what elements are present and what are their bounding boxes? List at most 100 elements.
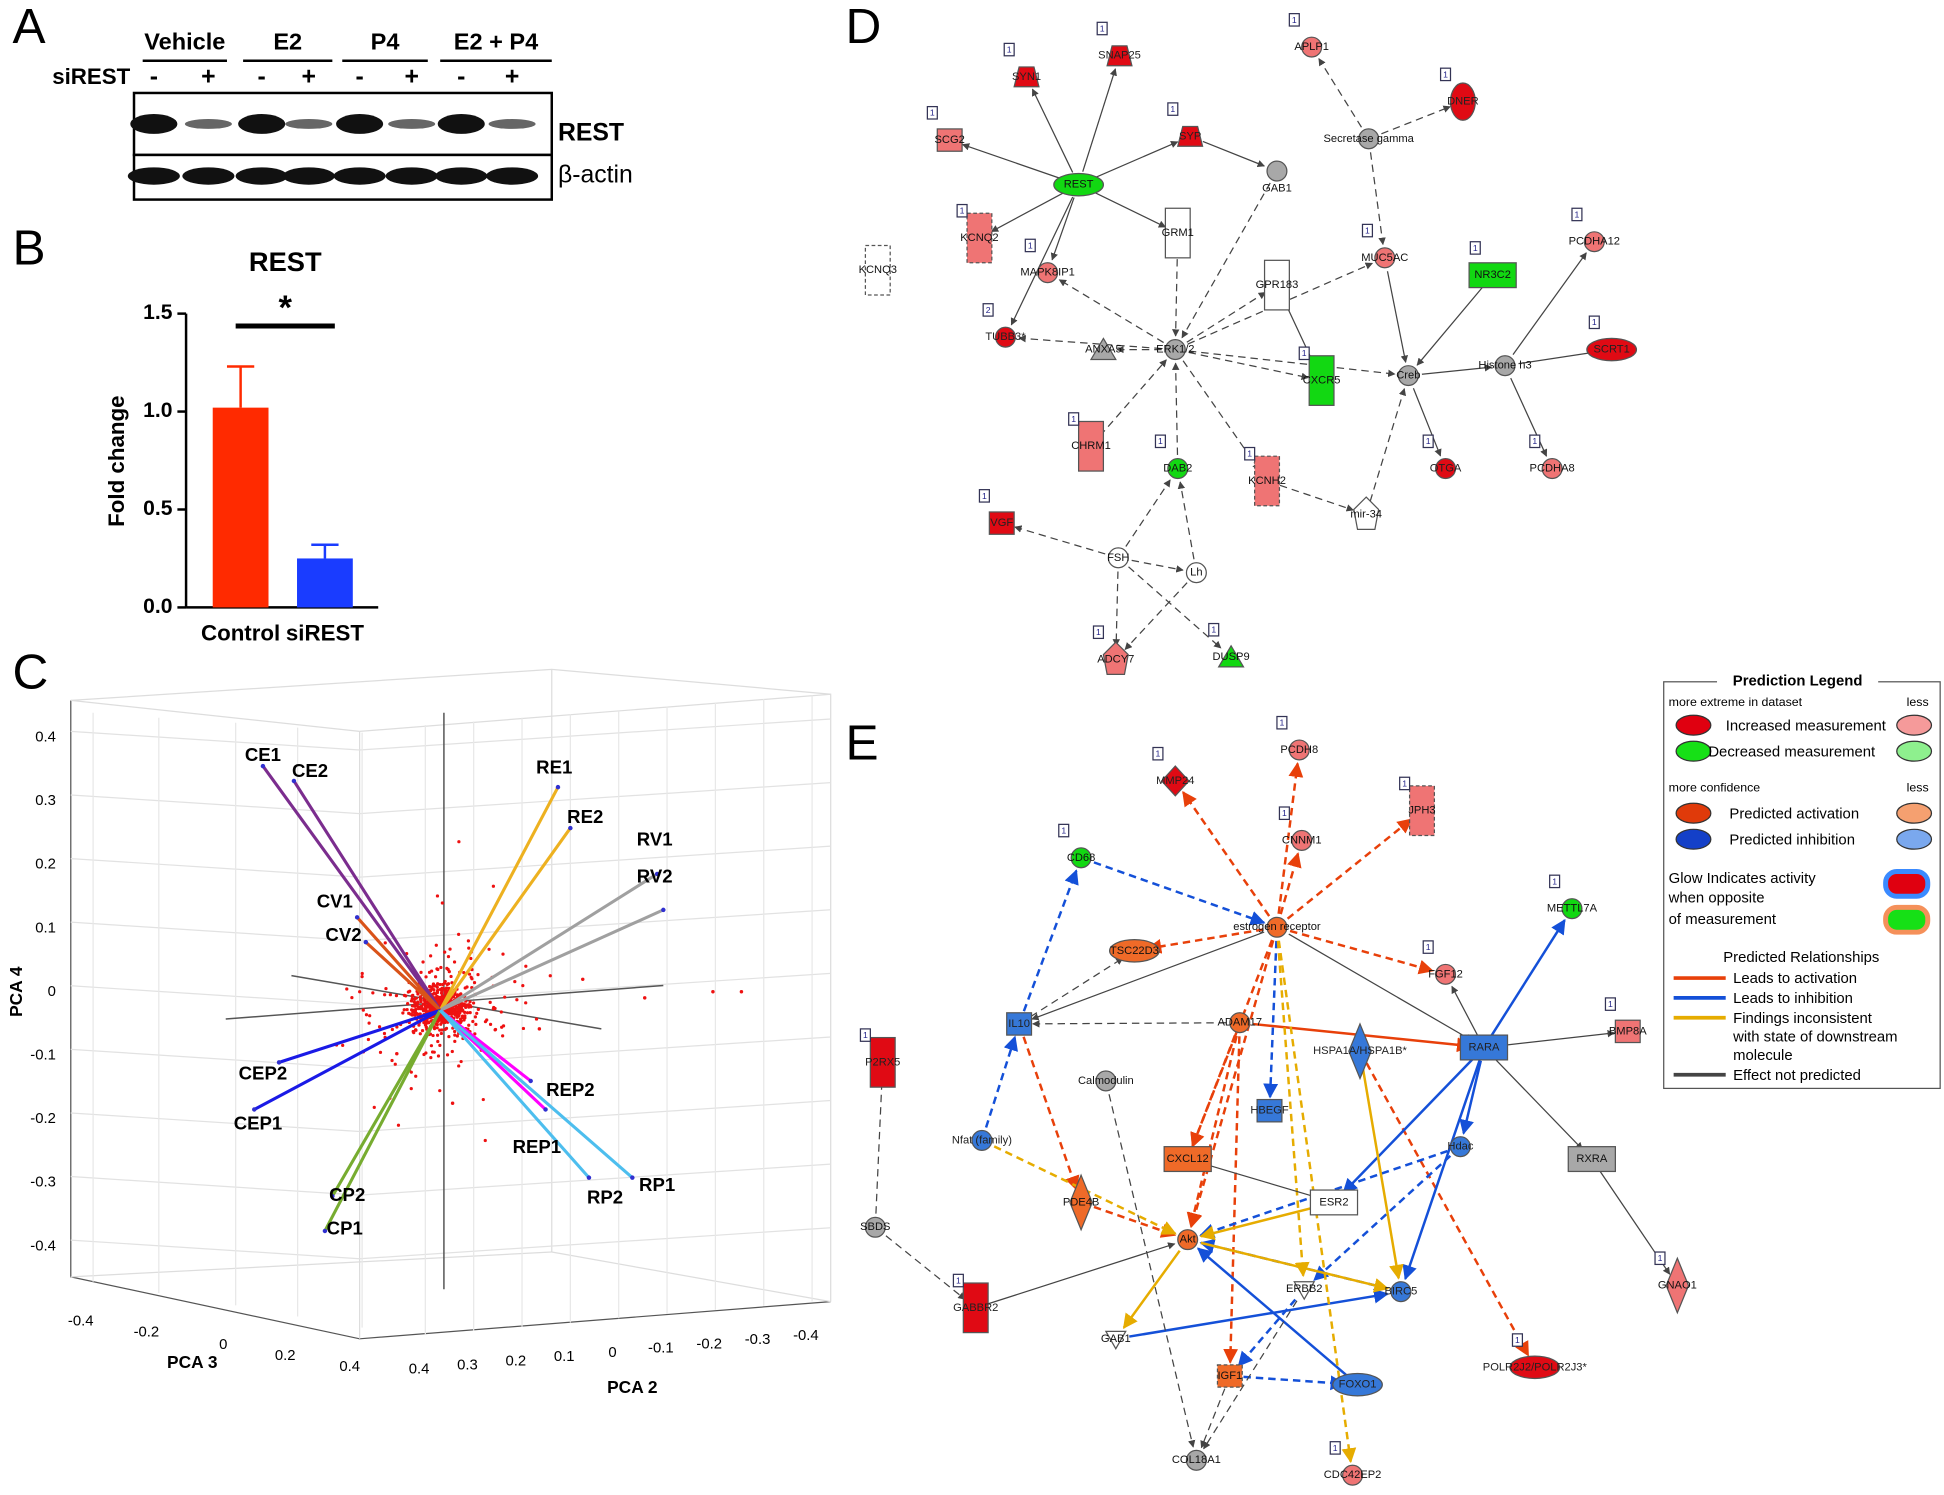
node-label: Histone h3 <box>1478 360 1531 372</box>
scatter-dot <box>396 1123 401 1127</box>
edge <box>1416 285 1485 366</box>
node-tag: 1 <box>1473 243 1478 253</box>
scatter-dot <box>422 1052 426 1057</box>
node-shape <box>1160 765 1190 797</box>
panel-letter: D <box>846 0 882 54</box>
scatter-dot <box>524 1001 528 1005</box>
scatter-dot <box>402 1008 406 1012</box>
vector-label: CE1 <box>245 744 281 765</box>
vector-tip <box>354 915 360 920</box>
node-shape <box>1435 458 1457 480</box>
edge <box>1128 566 1222 649</box>
scatter-dot <box>420 1029 425 1033</box>
node-shape <box>1374 247 1396 269</box>
node-label: Creb <box>1396 370 1420 382</box>
node: HSPA1A/HSPA1B* <box>1313 1022 1408 1081</box>
scatter-dot <box>360 971 364 976</box>
scatter-dot <box>418 1032 422 1036</box>
loading-vector <box>439 1009 634 1179</box>
y-tick-label: -0.3 <box>30 1175 56 1191</box>
scatter-dot <box>411 1029 415 1034</box>
node: PDE4B <box>1063 1173 1099 1232</box>
scatter-dot <box>435 990 440 995</box>
scatter-dot <box>412 1008 416 1012</box>
node-label: TSC22D3 <box>1110 945 1159 957</box>
edge <box>984 1035 1018 1128</box>
node-label: SNAP25 <box>1098 50 1141 62</box>
tag-box <box>1469 241 1481 255</box>
legend-swatch <box>1675 802 1712 824</box>
node-tag: 1 <box>1608 999 1613 1009</box>
grid-line <box>70 1239 360 1260</box>
x-tick-label: 0.4 <box>339 1359 360 1375</box>
group-label: P4 <box>371 29 400 55</box>
node: GAB1 <box>1262 160 1292 194</box>
node-tag: 1 <box>960 206 965 216</box>
y-axis-title: Fold change <box>104 395 129 526</box>
node-tag: 1 <box>1292 15 1297 25</box>
node-shape <box>1435 963 1457 985</box>
scatter-dot <box>438 1043 442 1048</box>
scatter-dot <box>435 1026 439 1030</box>
z-tick-label: -0.3 <box>745 1332 771 1348</box>
loading-vector <box>439 1009 591 1179</box>
scatter-dot <box>358 990 362 994</box>
edge <box>1318 58 1363 128</box>
scatter-dot <box>455 1015 459 1019</box>
scatter-dot <box>436 1054 441 1058</box>
node-label: HBEGF <box>1250 1105 1289 1117</box>
node-label: RXRA <box>1576 1153 1608 1165</box>
scatter-dot <box>341 1043 345 1048</box>
node-label: APLP1 <box>1294 41 1329 53</box>
node: CXCL12 <box>1163 1146 1212 1173</box>
scatter-dot <box>459 992 463 996</box>
edge <box>1187 940 1275 1228</box>
node-label: ADAM17 <box>1217 1017 1262 1029</box>
band <box>435 167 488 185</box>
scatter-dot <box>521 984 525 988</box>
scatter-dot <box>406 1001 410 1006</box>
z-tick-label: 0.4 <box>409 1362 430 1378</box>
vector-tip <box>276 1060 282 1065</box>
node-label: KCNQ3 <box>859 264 897 276</box>
scatter-dot <box>450 1101 455 1106</box>
edge <box>875 1075 886 1214</box>
scatter-dot <box>401 1011 405 1015</box>
node-shape <box>1089 337 1117 361</box>
edge <box>1365 1062 1530 1357</box>
node: RXRA <box>1567 1146 1616 1173</box>
scatter-dot <box>443 950 447 954</box>
scatter-dot <box>418 995 422 999</box>
vector-tip <box>330 1194 335 1199</box>
scatter-dot <box>501 952 505 956</box>
legend-text: more confidence <box>1669 781 1761 795</box>
node: IGF1 <box>1216 1364 1243 1388</box>
node: Calmodulin <box>1078 1070 1134 1092</box>
edge <box>1129 1288 1389 1338</box>
scatter-dot <box>436 982 440 986</box>
scatter-dot <box>433 975 438 979</box>
tag-box <box>1278 806 1290 821</box>
scatter-dot <box>435 1022 439 1027</box>
node-shape <box>1163 1146 1212 1173</box>
x-tick-label: Control <box>201 621 280 646</box>
node-tag: 1 <box>1096 627 1101 637</box>
node: ADCY7 1 <box>1092 625 1134 675</box>
node-label: CD68 <box>1067 852 1095 864</box>
band <box>488 119 536 129</box>
node-tag: 1 <box>1333 1443 1338 1453</box>
group-label: E2 <box>273 29 302 55</box>
node-shape <box>864 244 891 296</box>
scatter-dot <box>395 1025 399 1029</box>
edge <box>1342 1056 1476 1194</box>
node-label: GPR183 <box>1256 279 1299 291</box>
edge <box>1022 869 1079 1012</box>
edge <box>1010 196 1074 326</box>
edge <box>1199 1204 1322 1241</box>
legend-line: of measurement <box>1669 912 1777 928</box>
node: GNAO1 1 <box>1654 1251 1697 1315</box>
scatter-dot <box>524 964 528 968</box>
node-label: REST <box>1064 179 1094 191</box>
lane-sign: - <box>258 64 266 91</box>
scatter-dot <box>499 1010 503 1014</box>
